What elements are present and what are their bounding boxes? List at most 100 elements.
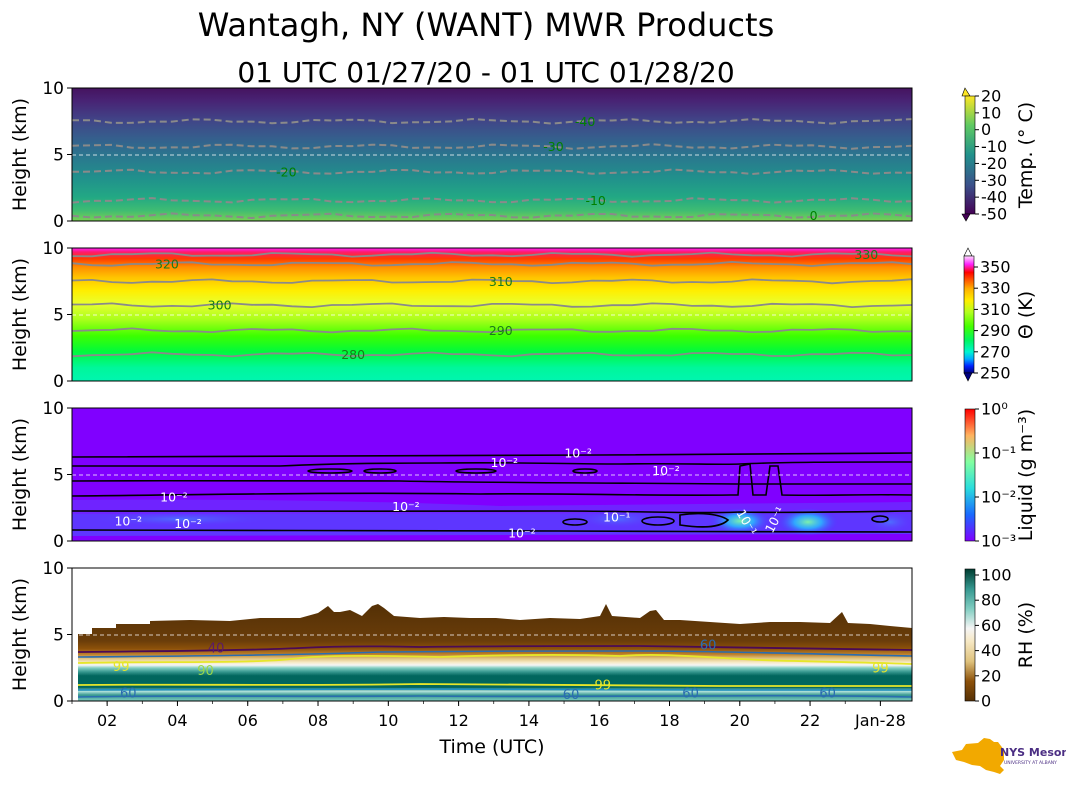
rh-contour-label: 60 [120, 687, 137, 702]
colorbar-tick-label: -40 [981, 188, 1007, 207]
liquid-contour-line [71, 452, 913, 458]
liquid-contour-label: 10⁻² [160, 489, 188, 504]
rh-contour-label-text: 60 [120, 687, 137, 702]
x-tick-label: Jan-28 [854, 711, 906, 730]
liquid-contour-line [71, 529, 913, 533]
liquid-colorbar [964, 408, 976, 542]
rh-contour-99-upper [77, 654, 913, 665]
liquid-contour-line [71, 463, 913, 497]
y-tick-label: 5 [53, 306, 64, 326]
colorbar-tick-label: 10⁻¹ [981, 444, 1016, 463]
y-axis-label: Height (km) [9, 258, 31, 371]
contour-label: 290 [489, 323, 513, 338]
y-tick-label: 10 [42, 559, 64, 579]
x-axis-label: Time (UTC) [438, 736, 544, 758]
rh-colorbar-gradient [964, 568, 976, 702]
liquid-contour-label-text: 10⁻² [174, 516, 202, 531]
contour-line [71, 302, 913, 309]
rh-contour-label: 90 [197, 664, 214, 679]
rh-colorbar [964, 568, 976, 702]
rh-contour-label-text: 99 [872, 661, 889, 676]
contour-line [71, 327, 913, 334]
liquid-blob-20utc [710, 508, 770, 534]
colorbar-label: Liquid (g m⁻³) [1015, 409, 1037, 541]
liquid-contour-line [641, 516, 675, 526]
liquid-contour-line [679, 512, 730, 528]
rh-contour-60-upper [77, 650, 913, 658]
liquid-contour-line [455, 468, 497, 474]
rh-contour-label-text: 99 [594, 679, 611, 694]
contour-label: -40 [575, 114, 595, 129]
rh-contour-label: 40 [208, 641, 225, 656]
contour-label: 310 [489, 274, 513, 289]
x-tick-label: 02 [97, 711, 117, 730]
new-york-state-shape [952, 738, 1004, 774]
liquid-contour-label-text: 10⁻² [392, 499, 420, 514]
colorbar-tick-label: 40 [981, 641, 1001, 660]
liquid-contour-label-text: 10⁻² [508, 525, 536, 540]
colorbar-tick-label: 350 [980, 258, 1011, 277]
liquid-blob-22utc [778, 508, 838, 536]
logo-text: NYS Mesonet [1000, 746, 1066, 759]
colorbar-label: Temp. (° C) [1015, 102, 1037, 209]
contour-line [71, 197, 913, 204]
y-axis-label: Height (km) [9, 578, 31, 691]
rh-contour-label-text: 40 [208, 641, 225, 656]
theta-colorbar-gradient [963, 255, 975, 374]
colorbar-tick-label: -10 [981, 137, 1007, 156]
y-tick-label: 10 [42, 239, 64, 259]
colorbar-tick-label: 290 [980, 321, 1011, 340]
contour-line [71, 351, 913, 358]
colorbar-tick-label: 0 [981, 120, 991, 139]
x-tick-label: 04 [167, 711, 187, 730]
colorbar-tick-label: 10⁻³ [981, 532, 1016, 551]
liquid-contour-labels: 10⁻²10⁻²10⁻²10⁻²10⁻²10⁻² 10⁻²10⁻²10⁻¹ 10⁻¹… [114, 446, 787, 541]
colorbar-label: RH (%) [1015, 602, 1037, 668]
contour-line [71, 251, 913, 258]
x-tick-label: 22 [800, 711, 820, 730]
contour-label: -10 [585, 193, 605, 208]
liquid-colorbar-gradient [964, 408, 976, 542]
liquid-contour-line [71, 509, 913, 514]
colorbar-tick-label: 10⁻² [981, 488, 1016, 507]
liquid-blob-late [868, 512, 912, 532]
liquid-contour-label-text: 10⁻² [491, 455, 519, 470]
liquid-contours [71, 452, 913, 533]
colorbar-tick-label: 60 [981, 616, 1001, 635]
liquid-contour-line [72, 461, 913, 467]
colorbar-tick-label: 100 [981, 566, 1012, 585]
theta-colorbar [963, 247, 975, 382]
colorbar-extend-bottom [963, 372, 973, 382]
liquid-contour-label: 10⁻² [508, 525, 536, 540]
y-tick-label: 0 [53, 532, 64, 552]
y-axis-label: Height (km) [9, 98, 31, 211]
rh-contours [77, 645, 913, 698]
colorbar-tick-label: 10 [981, 103, 1001, 122]
liquid-contour-line [71, 479, 912, 485]
rh-contour-label: 60 [563, 688, 580, 703]
y-tick-label: 5 [53, 466, 64, 486]
contour-label: 300 [208, 298, 232, 313]
rh-contour-40 [77, 645, 913, 653]
y-axis-label: Height (km) [9, 418, 31, 531]
liquid-blob-16utc [577, 510, 657, 528]
liquid-contour-label-text: 10⁻² [652, 463, 680, 478]
liquid-contour-label-text: 10⁻¹ [603, 509, 631, 524]
contour-line [71, 168, 913, 176]
rh-panel: 40 60 99 90 99 99 60 60 60 60 0 5 10 Height (km) 02 04… [9, 559, 913, 730]
liquid-axes: 0 5 10 Height (km) [9, 399, 913, 552]
liquid-contour-line [572, 468, 598, 474]
colorbar-tick-label: -30 [981, 171, 1007, 190]
liquid-panel: 10⁻²10⁻²10⁻²10⁻²10⁻²10⁻² 10⁻²10⁻²10⁻¹ 10⁻¹… [9, 399, 913, 552]
x-tick-label: 14 [519, 711, 539, 730]
liquid-contour-label: 10⁻² [114, 513, 142, 528]
x-tick-label: 16 [589, 711, 609, 730]
contour-label: 280 [341, 347, 365, 362]
y-tick-label: 10 [42, 399, 64, 419]
liquid-contour-label: 10⁻¹ [603, 509, 631, 524]
liquid-contour-line [562, 518, 588, 526]
rh-contour-label: 60 [819, 687, 836, 702]
contour-label: 320 [155, 256, 179, 271]
